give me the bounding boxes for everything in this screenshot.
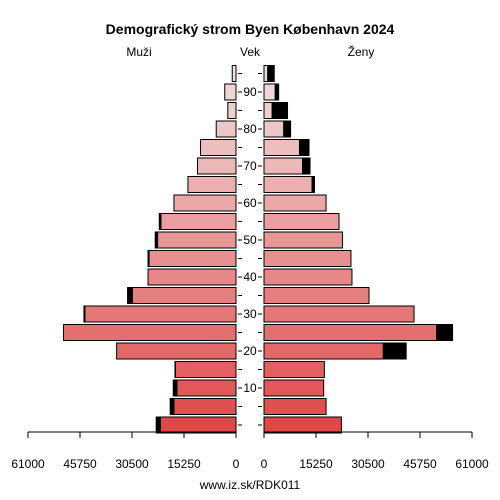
age-tick-label: 10 (243, 381, 257, 395)
male-bar-age-55 (160, 213, 237, 230)
left-label: Muži (126, 45, 151, 59)
male-bar-age-70 (196, 157, 237, 175)
female-excess-age-65 (311, 176, 315, 193)
female-bar-age-60 (263, 194, 327, 212)
right-label: Ženy (348, 44, 375, 59)
female-excess-age-25 (436, 324, 454, 341)
female-bar-age-70 (263, 157, 304, 175)
male-excess-age-55 (158, 213, 162, 230)
male-x-tick-label: 45750 (63, 457, 97, 471)
female-x-tick-label: 61000 (455, 457, 489, 471)
male-bar-age-95 (231, 65, 237, 82)
male-bar-age-35 (131, 287, 237, 304)
male-bar-age-85 (227, 102, 237, 119)
axes: 61000 45750 30500 15250 0 0 15250 30500 45750 610… (11, 73, 489, 471)
age-tick-label: 90 (243, 85, 257, 99)
age-tick-label: 20 (243, 344, 257, 358)
male-bar-age-60 (173, 194, 237, 212)
female-bar-age-15 (263, 361, 325, 378)
female-bar-age-45 (263, 250, 352, 267)
female-x-tick-label: 0 (261, 457, 268, 471)
male-x-tick-label: 30500 (115, 457, 149, 471)
female-bar-age-65 (263, 176, 313, 193)
female-excess-age-85 (271, 102, 289, 119)
female-excess-age-80 (283, 120, 292, 138)
female-bar-age-10 (263, 379, 325, 397)
male-bar-age-50 (157, 231, 237, 249)
male-x-tick-label: 15250 (167, 457, 201, 471)
female-bar-age-50 (263, 231, 343, 249)
female-excess-age-20 (382, 342, 407, 360)
male-excess-age-50 (154, 231, 159, 249)
female-bar-age-25 (263, 324, 438, 341)
female-bar-age-75 (263, 139, 300, 156)
female-bar-age-20 (263, 342, 384, 360)
center-label: Vek (240, 45, 261, 59)
female-bar-age-30 (263, 305, 415, 323)
female-bar-age-95 (263, 65, 269, 82)
female-excess-age-75 (298, 139, 310, 156)
age-tick-label: 60 (243, 196, 257, 210)
female-bar-age-55 (263, 213, 340, 230)
male-bar-age-25 (62, 324, 237, 341)
female-bar-age-90 (263, 83, 276, 101)
male-x-tick-label: 0 (233, 457, 240, 471)
female-x-tick-label: 30500 (351, 457, 385, 471)
male-bar-age-75 (200, 139, 237, 156)
male-excess-age-5 (169, 398, 175, 415)
male-excess-age-0 (155, 416, 161, 434)
male-bar-age-45 (148, 250, 237, 267)
age-tick-label: 70 (243, 159, 257, 173)
age-tick-label: 40 (243, 270, 257, 284)
male-excess-age-10 (172, 379, 178, 397)
female-bar-age-35 (263, 287, 370, 304)
age-tick-label: 50 (243, 233, 257, 247)
male-bar-age-0 (159, 416, 237, 434)
female-bar-age-85 (263, 102, 273, 119)
footer-source: www.iz.sk/RDK011 (199, 478, 301, 492)
male-bar-age-65 (187, 176, 237, 193)
male-bar-age-20 (116, 342, 237, 360)
age-tick-label: 30 (243, 307, 257, 321)
male-bars (62, 65, 237, 434)
age-tick-label: 80 (243, 122, 257, 136)
female-excess-age-95 (267, 65, 275, 82)
female-bar-age-40 (263, 268, 353, 286)
female-bars (263, 65, 454, 434)
female-bar-age-0 (263, 416, 342, 434)
male-excess-age-30 (83, 305, 86, 323)
female-bar-age-80 (263, 120, 285, 138)
male-bar-age-5 (173, 398, 237, 415)
female-excess-age-90 (274, 83, 280, 101)
female-x-tick-label: 15250 (299, 457, 333, 471)
male-excess-age-45 (147, 250, 150, 267)
chart-title: Demografický strom Byen København 2024 (106, 21, 395, 37)
male-x-tick-label: 61000 (11, 457, 45, 471)
male-bar-age-90 (224, 83, 237, 101)
male-bar-age-30 (84, 305, 237, 323)
male-excess-age-35 (127, 287, 133, 304)
male-bar-age-10 (176, 379, 237, 397)
female-bar-age-5 (263, 398, 327, 415)
female-x-tick-label: 45750 (403, 457, 437, 471)
male-bar-age-80 (215, 120, 237, 138)
female-excess-age-70 (302, 157, 311, 175)
male-bar-age-40 (147, 268, 237, 286)
male-bar-age-15 (174, 361, 237, 378)
